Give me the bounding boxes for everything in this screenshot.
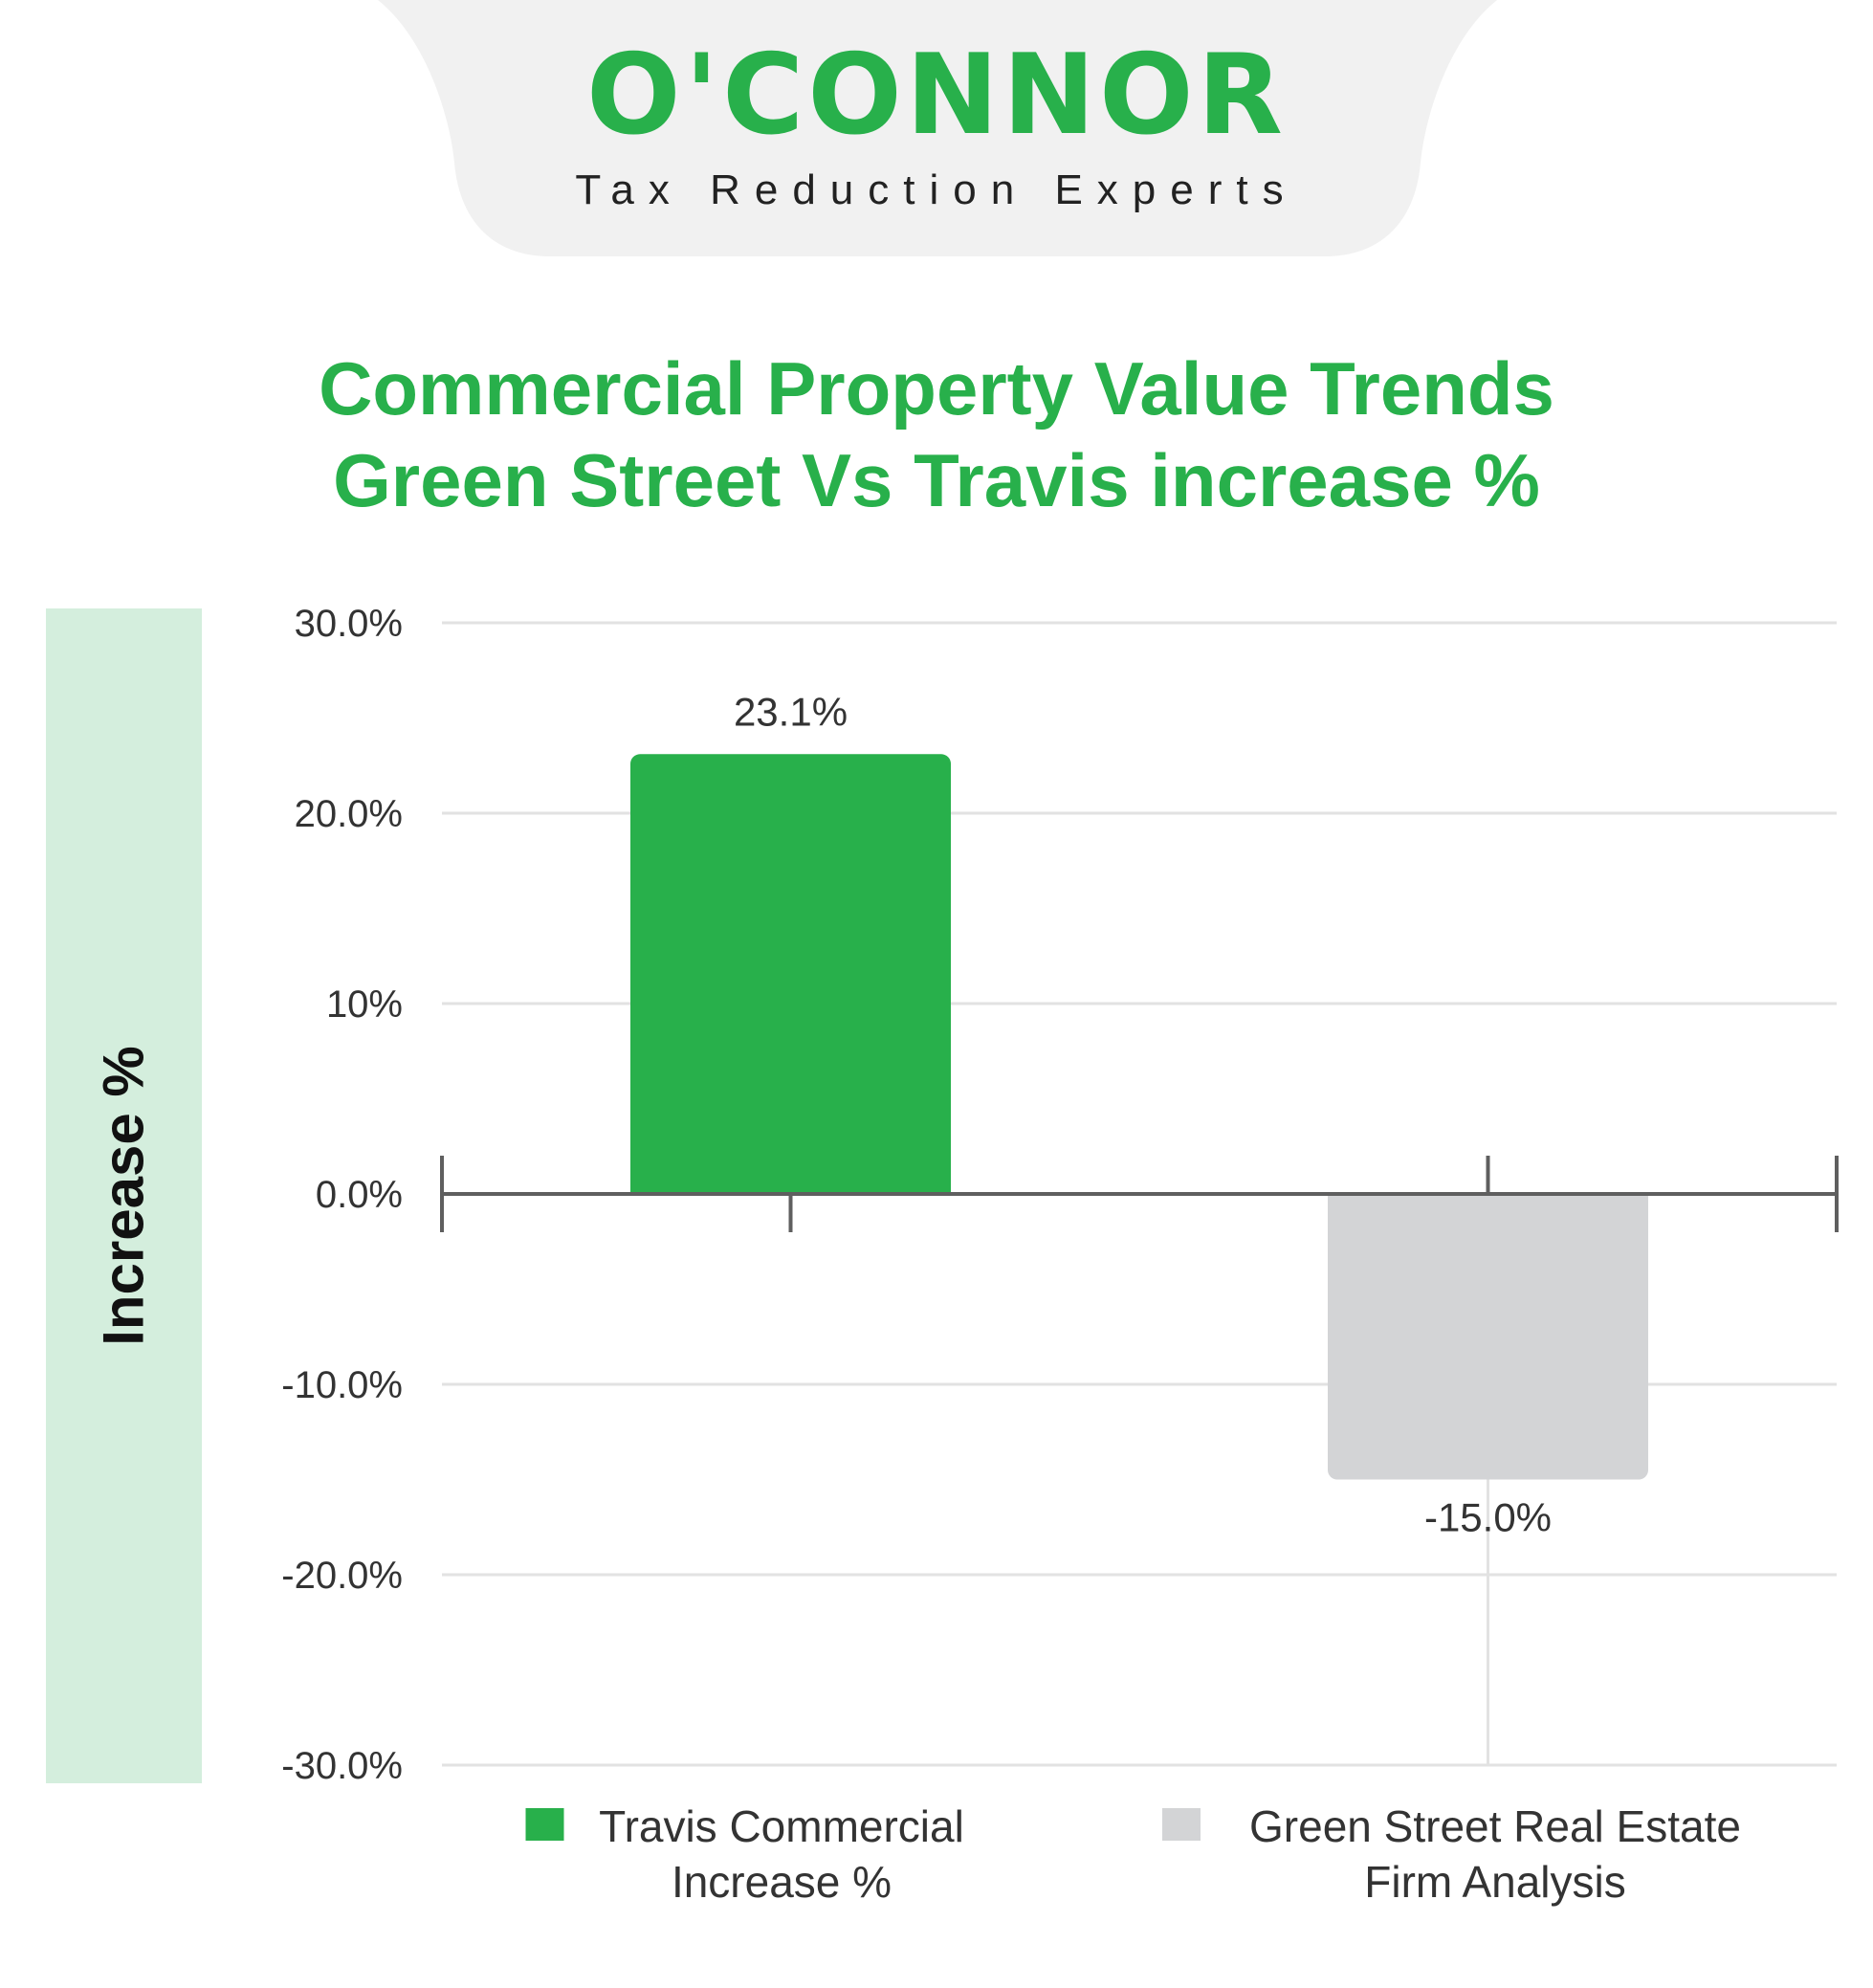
chart-title: Commercial Property Value Trends Green S… bbox=[0, 342, 1873, 526]
y-axis-label-band bbox=[46, 608, 202, 1783]
y-tick-label: 20.0% bbox=[295, 793, 403, 835]
legend-label: Green Street Real Estate bbox=[1249, 1801, 1741, 1851]
y-tick-label: 0.0% bbox=[316, 1174, 403, 1216]
chart-title-line-2: Green Street Vs Travis increase % bbox=[333, 438, 1540, 522]
y-tick-label: -30.0% bbox=[281, 1745, 403, 1787]
data-label: 23.1% bbox=[734, 689, 848, 734]
data-label: -15.0% bbox=[1424, 1495, 1552, 1540]
y-tick-label: -20.0% bbox=[281, 1555, 403, 1597]
y-tick-label: 10% bbox=[326, 983, 403, 1026]
bar-base bbox=[1328, 1194, 1648, 1205]
brand-logo: O'CONNOR Tax Reduction Experts bbox=[0, 29, 1873, 214]
header-tab-background bbox=[378, 0, 1497, 256]
chart-title-line-1: Commercial Property Value Trends bbox=[319, 346, 1554, 431]
bar bbox=[630, 754, 951, 1194]
legend-label: Firm Analysis bbox=[1364, 1857, 1625, 1907]
bar bbox=[1328, 1194, 1648, 1480]
y-tick-label: -10.0% bbox=[281, 1364, 403, 1406]
legend-swatch bbox=[525, 1808, 564, 1841]
legend-swatch bbox=[1162, 1808, 1201, 1841]
legend-label: Increase % bbox=[672, 1857, 892, 1907]
bar-base bbox=[630, 1182, 951, 1194]
y-tick-label: 30.0% bbox=[295, 603, 403, 645]
brand-tagline: Tax Reduction Experts bbox=[575, 166, 1298, 213]
brand-name: O'CONNOR bbox=[586, 31, 1287, 160]
legend-label: Travis Commercial bbox=[599, 1801, 964, 1851]
